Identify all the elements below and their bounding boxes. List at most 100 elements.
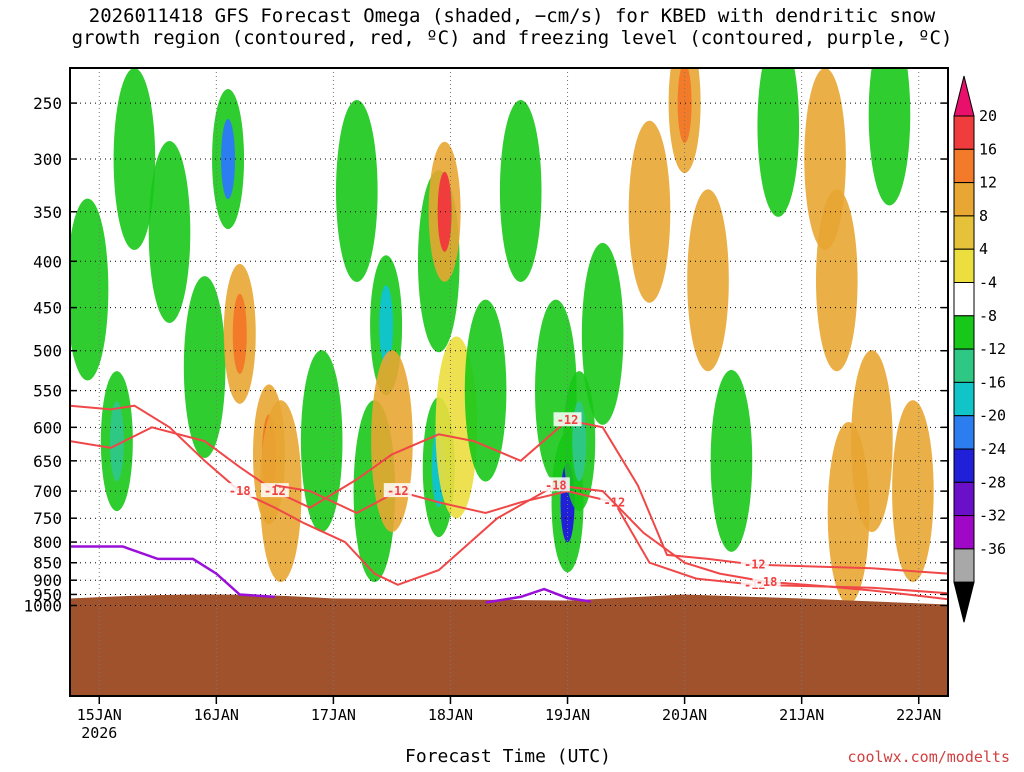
colorbar: 20 16 12 8 4 -4 -8 -12 -16 -20 -24 -28 -32 -36: [953, 75, 1006, 623]
y-tick-label: 400: [33, 252, 62, 271]
omega-cell: [113, 68, 156, 251]
colorbar-swatch: [953, 248, 975, 283]
contour-label: -12: [557, 413, 579, 427]
dgz-contour: [70, 404, 948, 601]
colorbar-swatch: [953, 415, 975, 450]
colorbar-swatch: [953, 215, 975, 250]
omega-cell: [757, 68, 800, 217]
contour-label: -12: [264, 484, 286, 498]
plot-area: -12-12-12-12-12-12-18-18-18: [70, 68, 948, 696]
colorbar-label: -32: [979, 507, 1006, 525]
omega-cell: [851, 350, 893, 533]
omega-cell: [70, 198, 109, 381]
contour-label: -18: [545, 478, 567, 492]
colorbar-top-arrow: [953, 75, 975, 117]
y-tick-label: 350: [33, 203, 62, 222]
contour-label: -12: [387, 484, 409, 498]
colorbar-label: -20: [979, 407, 1006, 425]
y-tick-label: 600: [33, 418, 62, 437]
y-tick-label: 750: [33, 509, 62, 528]
omega-cell: [336, 100, 378, 283]
colorbar-label: 20: [979, 107, 997, 125]
colorbar-label: -28: [979, 473, 1006, 491]
plot-clipped-group: -12-12-12-12-12-12-18-18-18: [70, 68, 948, 696]
colorbar-label: -4: [979, 274, 997, 292]
x-tick-label: 18JAN: [428, 706, 473, 724]
x-axis-label: Forecast Time (UTC): [405, 746, 611, 767]
colorbar-label: -36: [979, 540, 1006, 558]
omega-cell: [868, 68, 911, 206]
contour-label: -12: [744, 558, 766, 572]
y-tick-label: 500: [33, 342, 62, 361]
colorbar-swatch: [953, 448, 975, 483]
colorbar-swatch: [953, 282, 975, 317]
colorbar-label: -8: [979, 307, 997, 325]
omega-cell: [300, 350, 343, 533]
omega-cell: [815, 189, 858, 372]
omega-cell: [628, 120, 671, 303]
contour-label-bg: [383, 483, 412, 498]
colorbar-label: -12: [979, 340, 1006, 358]
colorbar-label: 12: [979, 174, 997, 192]
y-tick-label: 1000: [23, 597, 62, 616]
contour-label: -18: [756, 575, 778, 589]
credit-text: coolwx.com/modelts: [847, 748, 1010, 766]
y-tick-label: 250: [33, 94, 62, 113]
colorbar-label: 16: [979, 140, 997, 158]
omega-cell: [892, 400, 934, 583]
contour-label-bg: [600, 494, 629, 509]
x-tick-label: 15JAN: [77, 706, 122, 724]
chart-title-line-1: 2026011418 GFS Forecast Omega (shaded, −…: [89, 5, 936, 27]
x-tick-label: 22JAN: [896, 706, 941, 724]
plot-frame: [69, 67, 949, 697]
omega-cell: [148, 140, 191, 323]
contour-label-bg: [541, 477, 570, 492]
x-year-label: 2026: [81, 724, 117, 742]
y-tick-label: 850: [33, 554, 62, 573]
y-tick-label: 450: [33, 299, 62, 318]
colorbar-label: 8: [979, 207, 988, 225]
y-tick-label: 900: [33, 571, 62, 590]
y-tick-label: 700: [33, 482, 62, 501]
omega-cell: [371, 350, 413, 533]
omega-cell: [687, 189, 729, 372]
freezing-level-contour: [70, 545, 275, 599]
omega-cell-core: [232, 293, 247, 374]
colorbar-swatch: [953, 115, 975, 150]
freezing-level-contour: [485, 587, 592, 604]
terrain-fill: [70, 594, 948, 696]
colorbar-label: -24: [979, 440, 1006, 458]
colorbar-swatch: [953, 381, 975, 417]
omega-cell: [581, 242, 624, 425]
colorbar-swatch: [953, 315, 975, 350]
omega-cell-core: [437, 171, 452, 252]
omega-cell-core: [221, 119, 236, 200]
y-tick-label: 800: [33, 533, 62, 552]
omega-cell-core: [677, 68, 692, 144]
omega-cell-core: [109, 401, 124, 482]
contour-label: -18: [229, 484, 251, 498]
y-tick-label: 550: [33, 382, 62, 401]
contour-label-bg: [553, 412, 582, 427]
omega-cell-core: [379, 285, 394, 366]
colorbar-swatch: [953, 481, 975, 517]
x-tick-label: 20JAN: [662, 706, 707, 724]
y-tick-label: 650: [33, 452, 62, 471]
colorbar-swatch: [953, 548, 975, 583]
colorbar-label: 4: [979, 240, 988, 258]
colorbar-swatch: [953, 515, 975, 550]
colorbar-label: -16: [979, 373, 1006, 391]
contour-label-bg: [752, 573, 781, 588]
x-tick-label: 17JAN: [311, 706, 356, 724]
colorbar-swatch: [953, 182, 975, 217]
omega-cell: [710, 369, 753, 552]
x-tick-label: 19JAN: [545, 706, 590, 724]
x-tick-label: 21JAN: [779, 706, 824, 724]
chart-title-line-2: growth region (contoured, red, ºC) and f…: [72, 27, 953, 49]
omega-cell: [499, 100, 542, 283]
y-tick-label: 950: [33, 585, 62, 604]
x-tick-label: 16JAN: [194, 706, 239, 724]
contour-label-bg: [740, 556, 769, 571]
